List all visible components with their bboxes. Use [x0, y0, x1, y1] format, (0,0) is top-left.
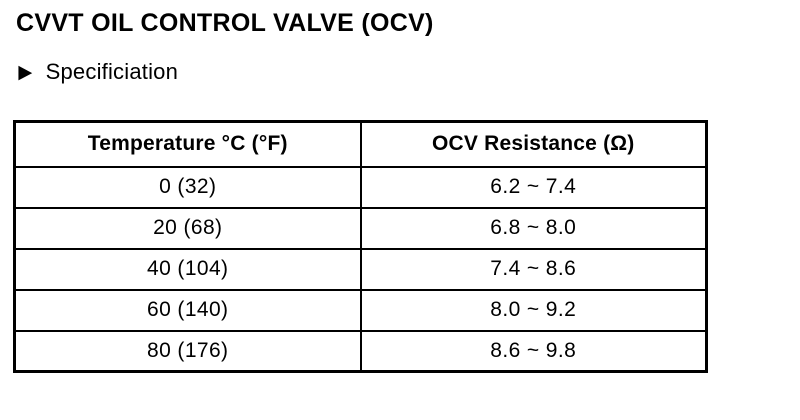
triangle-right-icon: ▶: [18, 61, 33, 83]
page-title: CVVT OIL CONTROL VALVE (OCV): [16, 9, 434, 37]
specification-table: Temperature °C (°F) OCV Resistance (Ω) 0…: [13, 120, 708, 373]
resistance-column-header: OCV Resistance (Ω): [359, 120, 708, 168]
specification-label: Specificiation: [45, 59, 179, 84]
resistance-cell: 6.8 ~ 8.0: [359, 206, 708, 250]
table-header-row: Temperature °C (°F) OCV Resistance (Ω): [13, 120, 708, 168]
table-row: 0 (32) 6.2 ~ 7.4: [13, 165, 708, 209]
resistance-cell: 8.6 ~ 9.8: [359, 329, 708, 373]
table-row: 80 (176) 8.6 ~ 9.8: [13, 329, 708, 373]
table-row: 60 (140) 8.0 ~ 9.2: [13, 288, 708, 332]
table-row: 40 (104) 7.4 ~ 8.6: [13, 247, 708, 291]
temperature-column-header: Temperature °C (°F): [13, 120, 362, 168]
resistance-cell: 7.4 ~ 8.6: [359, 247, 708, 291]
resistance-cell: 8.0 ~ 9.2: [359, 288, 708, 332]
table-row: 20 (68) 6.8 ~ 8.0: [13, 206, 708, 250]
temperature-cell: 80 (176): [13, 329, 362, 373]
temperature-cell: 60 (140): [13, 288, 362, 332]
resistance-cell: 6.2 ~ 7.4: [359, 165, 708, 209]
temperature-cell: 40 (104): [13, 247, 362, 291]
temperature-cell: 20 (68): [13, 206, 362, 250]
specification-section-header: ▶ Specificiation: [18, 59, 178, 85]
temperature-cell: 0 (32): [13, 165, 362, 209]
